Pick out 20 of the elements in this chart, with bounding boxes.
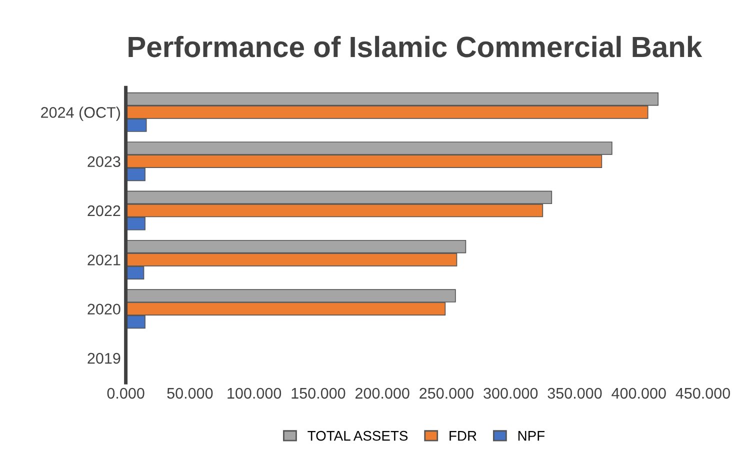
x-tick-label: 300.000 [484, 388, 538, 399]
x-tick-label: 250.000 [420, 388, 474, 399]
y-tick-label: 2024 (OCT) [41, 106, 120, 121]
x-tick-label: 200.000 [355, 388, 410, 399]
y-tick-label: 2023 [88, 156, 120, 168]
x-tick-label: 150.000 [292, 388, 346, 399]
legend-label: FDR [450, 431, 476, 441]
y-tick-label: 2019 [88, 352, 120, 364]
x-tick-label: 50.000 [167, 388, 213, 399]
chart-title: Performance of Islamic Commercial Bank [128, 36, 702, 58]
legend-label: TOTAL ASSETS [308, 430, 408, 441]
x-tick-label: 400.000 [612, 388, 666, 399]
y-tick-label: 2020 [88, 304, 120, 315]
x-tick-label: 0.000 [107, 388, 144, 399]
x-tick-label: 450.000 [676, 388, 730, 399]
x-tick-label: 100.000 [228, 388, 282, 399]
legend-label: NPF [518, 431, 545, 441]
y-tick-label: 2022 [88, 205, 120, 216]
y-tick-label: 2021 [88, 254, 120, 266]
x-tick-label: 350.000 [548, 388, 602, 399]
